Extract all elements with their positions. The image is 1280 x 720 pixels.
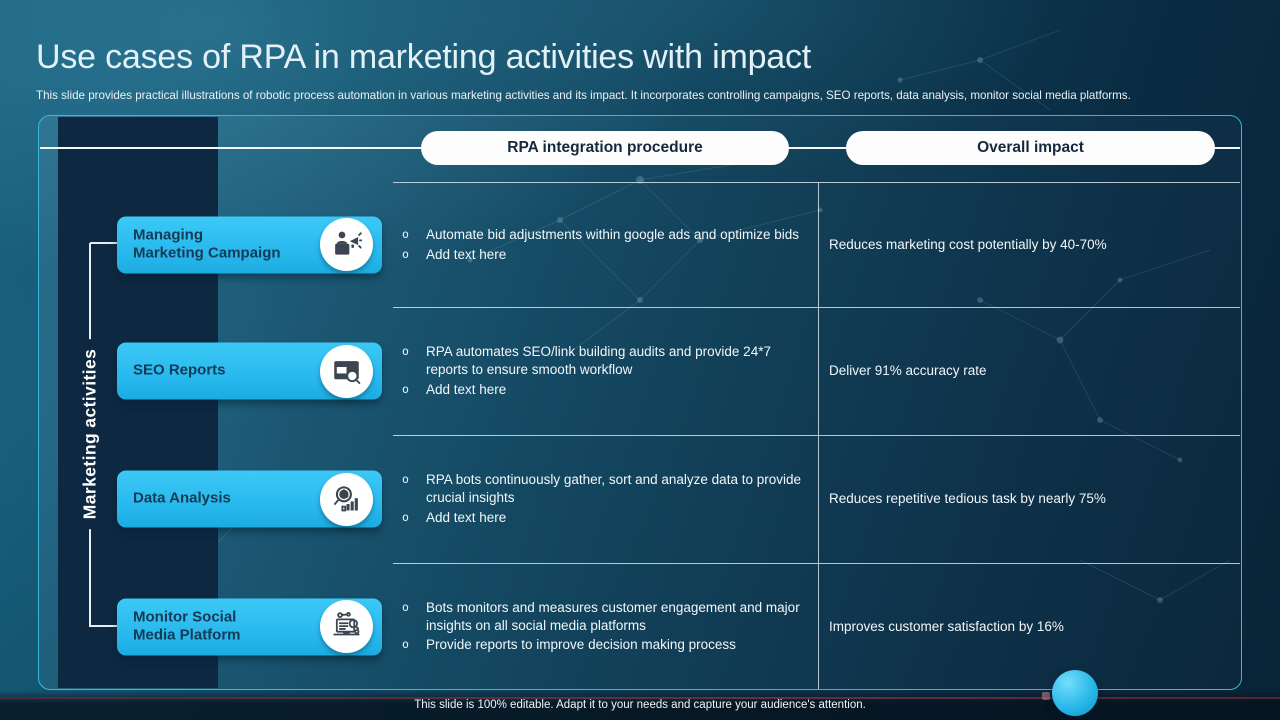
procedure-item: RPA bots continuously gather, sort and a… xyxy=(399,471,807,507)
column-divider xyxy=(818,182,819,689)
procedure-item: Add text here xyxy=(399,509,807,527)
procedure-item: Bots monitors and measures customer enga… xyxy=(399,599,807,635)
procedure-cell: RPA bots continuously gather, sort and a… xyxy=(399,435,807,563)
activity-button-seo-reports[interactable]: SEO Reports xyxy=(117,342,382,400)
impact-cell: Deliver 91% accuracy rate xyxy=(829,363,987,379)
page-title: Use cases of RPA in marketing activities… xyxy=(36,38,812,76)
procedure-cell: RPA automates SEO/link building audits a… xyxy=(399,307,807,435)
column-header-procedure: RPA integration procedure xyxy=(421,131,789,165)
content-panel xyxy=(38,115,1242,690)
social-media-monitor-icon xyxy=(320,600,373,653)
impact-cell: Improves customer satisfaction by 16% xyxy=(829,618,1064,634)
campaign-icon xyxy=(320,218,373,271)
axis-tick xyxy=(90,625,118,627)
impact-cell: Reduces marketing cost potentially by 40… xyxy=(829,236,1107,252)
procedure-item: Automate bid adjustments within google a… xyxy=(399,226,807,244)
column-header-impact: Overall impact xyxy=(846,131,1215,165)
procedure-item: Provide reports to improve decision maki… xyxy=(399,636,807,654)
procedure-item: Add text here xyxy=(399,246,807,264)
procedure-cell: Bots monitors and measures customer enga… xyxy=(399,563,807,690)
activity-label: SEO Reports xyxy=(133,361,226,379)
table-row: Managing Marketing Campaign Automate bid xyxy=(0,182,1280,307)
table-row: Data Analysis RPA bots continuously gat xyxy=(0,435,1280,563)
impact-cell: Reduces repetitive tedious task by nearl… xyxy=(829,491,1106,507)
decorative-ball xyxy=(1052,670,1098,716)
procedure-cell: Automate bid adjustments within google a… xyxy=(399,182,807,307)
bottom-accent-line xyxy=(0,697,1280,699)
axis-tick xyxy=(90,242,118,244)
data-analysis-icon xyxy=(320,472,373,526)
activity-button-managing-marketing-campaign[interactable]: Managing Marketing Campaign xyxy=(117,216,382,273)
bottom-accent-dot xyxy=(1042,692,1050,700)
slide-description: This slide provides practical illustrati… xyxy=(36,89,1131,102)
row-separator xyxy=(393,435,1240,436)
table-row: SEO Reports RPA automates SEO/link build… xyxy=(0,307,1280,435)
activity-label: Monitor Social Media Platform xyxy=(133,608,241,644)
activity-label: Data Analysis xyxy=(133,489,231,507)
procedure-item: Add text here xyxy=(399,381,807,399)
seo-report-icon xyxy=(320,344,373,398)
footer-note: This slide is 100% editable. Adapt it to… xyxy=(414,699,866,711)
row-separator xyxy=(393,182,1240,183)
row-separator xyxy=(393,307,1240,308)
table-row: Monitor Social Media Platform xyxy=(0,563,1280,690)
row-separator xyxy=(393,563,1240,564)
activity-button-data-analysis[interactable]: Data Analysis xyxy=(117,470,382,528)
procedure-item: RPA automates SEO/link building audits a… xyxy=(399,343,807,379)
activity-button-monitor-social-media[interactable]: Monitor Social Media Platform xyxy=(117,598,382,655)
activity-label: Managing Marketing Campaign xyxy=(133,226,281,262)
